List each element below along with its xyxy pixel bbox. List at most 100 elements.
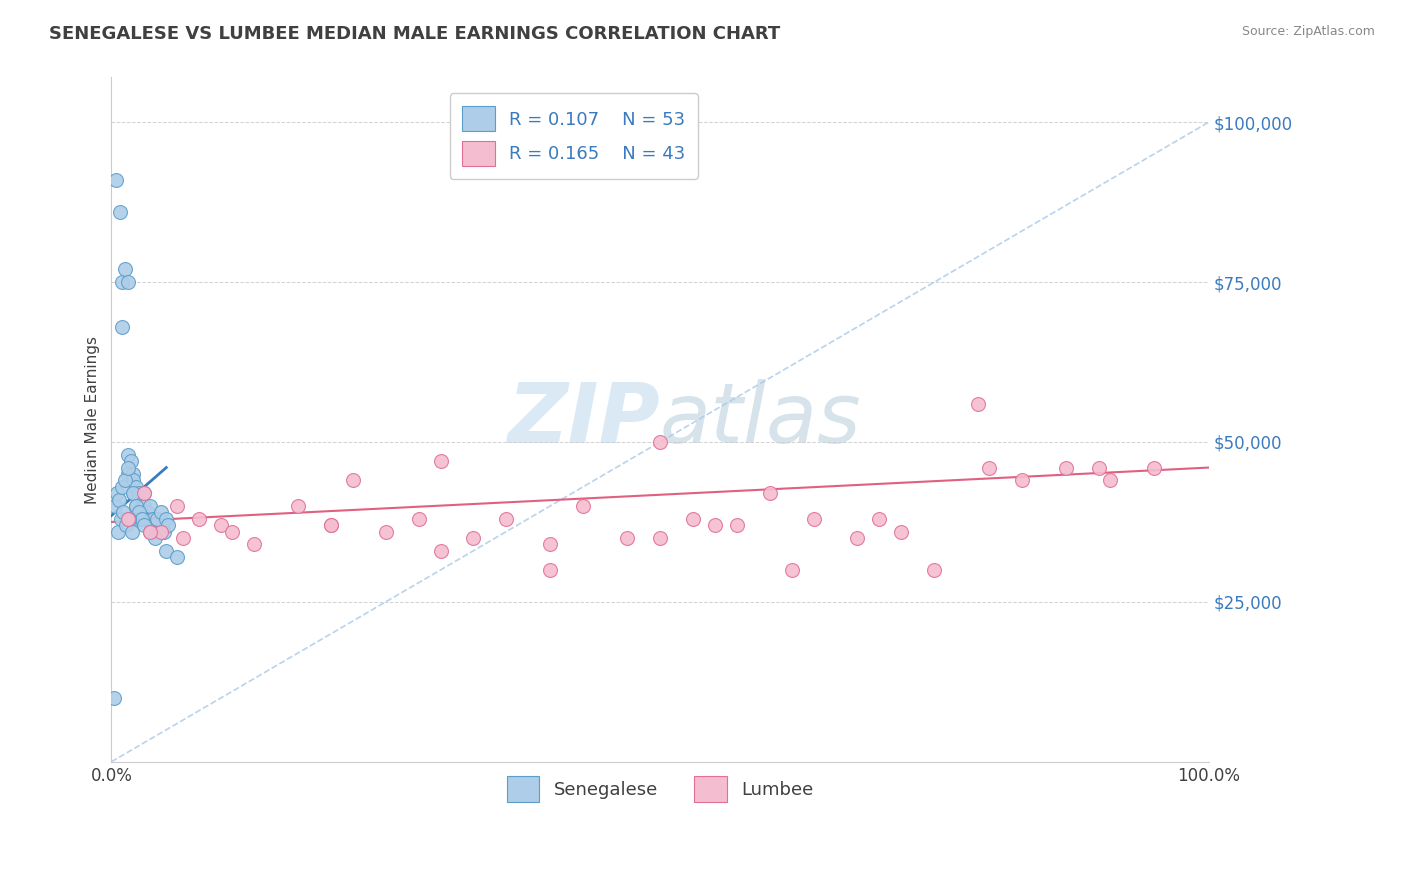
Point [142,512,165,526]
Point [172,531,194,545]
Point [104,173,127,187]
Point [890,524,912,539]
Point [209,518,232,533]
Point [122,467,145,481]
Point [110,512,132,526]
Point [319,518,342,533]
Point [153,524,176,539]
Point [111,480,134,494]
Point [803,512,825,526]
Point [117,448,139,462]
Text: ZIP: ZIP [508,379,659,460]
Point [134,512,156,526]
Point [143,518,166,533]
Point [243,537,266,551]
Point [538,563,561,577]
Point [139,512,162,526]
Point [287,499,309,513]
Point [117,275,139,289]
Point [124,480,146,494]
Point [149,505,172,519]
Point [120,454,142,468]
Point [166,550,188,565]
Point [117,467,139,481]
Point [112,505,135,519]
Point [846,531,869,545]
Point [538,537,561,551]
Point [429,454,451,468]
Point [139,499,162,513]
Point [146,512,169,526]
Point [149,524,172,539]
Point [122,486,145,500]
Point [124,499,146,513]
Point [128,486,150,500]
Point [117,460,139,475]
Point [107,524,129,539]
Point [155,543,177,558]
Point [967,396,990,410]
Y-axis label: Median Male Earnings: Median Male Earnings [86,335,100,504]
Point [408,512,430,526]
Point [374,524,396,539]
Point [134,499,156,513]
Point [135,505,157,519]
Point [134,486,156,500]
Point [682,512,704,526]
Point [1054,460,1077,475]
Legend: Senegalese, Lumbee: Senegalese, Lumbee [494,764,825,814]
Point [122,474,145,488]
Point [103,690,125,705]
Point [1088,460,1111,475]
Point [495,512,517,526]
Point [924,563,946,577]
Point [1098,474,1121,488]
Point [139,524,162,539]
Point [188,512,211,526]
Point [143,531,166,545]
Text: atlas: atlas [659,379,862,460]
Point [1143,460,1166,475]
Text: SENEGALESE VS LUMBEE MEDIAN MALE EARNINGS CORRELATION CHART: SENEGALESE VS LUMBEE MEDIAN MALE EARNING… [49,25,780,43]
Point [114,474,136,488]
Point [118,512,141,526]
Point [117,512,139,526]
Point [104,499,127,513]
Point [572,499,595,513]
Point [616,531,638,545]
Point [124,499,146,513]
Point [342,474,364,488]
Point [221,524,243,539]
Point [155,512,177,526]
Text: Source: ZipAtlas.com: Source: ZipAtlas.com [1241,25,1375,38]
Point [139,524,162,539]
Point [134,486,156,500]
Point [114,518,136,533]
Point [105,486,128,500]
Point [131,512,153,526]
Point [128,505,150,519]
Point [758,486,780,500]
Point [108,204,131,219]
Point [868,512,890,526]
Point [979,460,1001,475]
Point [1011,474,1033,488]
Point [121,524,143,539]
Point [648,531,671,545]
Point [429,543,451,558]
Point [463,531,485,545]
Point [134,518,156,533]
Point [157,518,180,533]
Point [166,499,188,513]
Point [128,512,150,526]
Point [111,275,134,289]
Point [122,486,145,500]
Point [725,518,748,533]
Point [780,563,803,577]
Point [648,435,671,450]
Point [703,518,725,533]
Point [108,492,131,507]
Point [114,262,136,277]
Point [131,512,153,526]
Point [111,319,134,334]
